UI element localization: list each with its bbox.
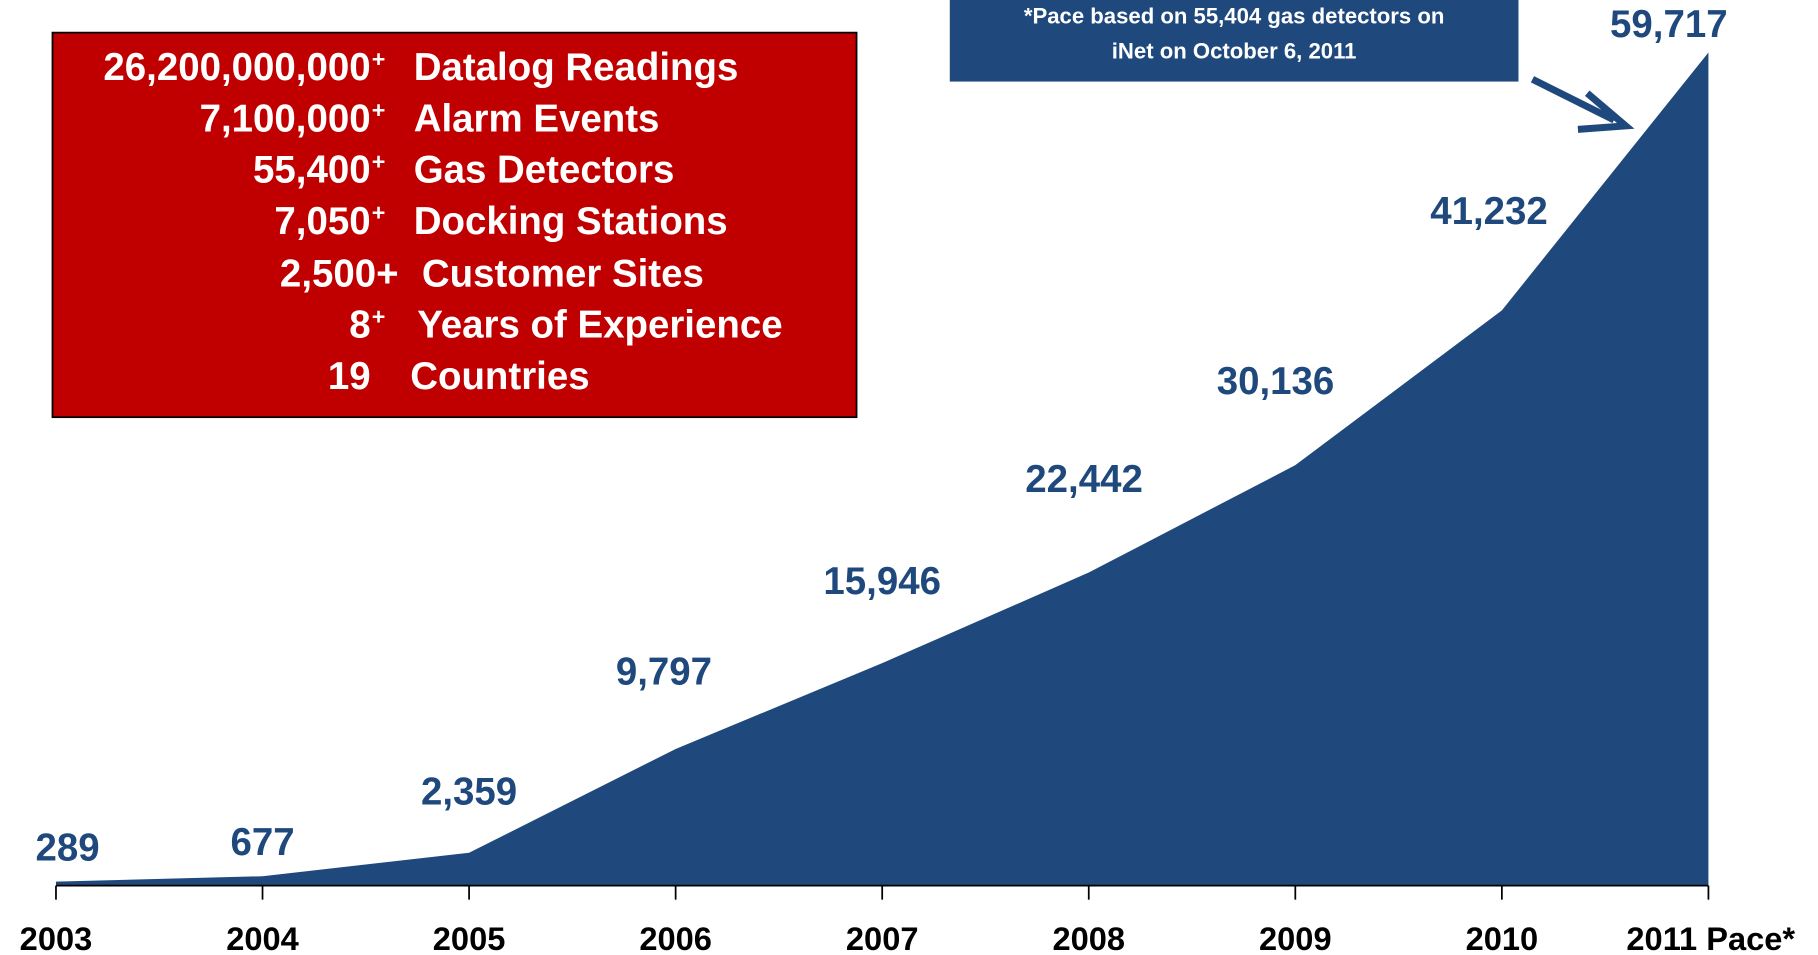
x-tick-label: 2007: [846, 920, 919, 955]
x-tick-label: 2009: [1259, 920, 1332, 955]
x-tick-label: 2008: [1052, 920, 1125, 955]
info-number: 2,500+: [280, 252, 399, 295]
value-label: 15,946: [823, 560, 941, 603]
info-sup: +: [372, 200, 386, 226]
info-number: 7,050: [274, 200, 370, 243]
info-number: 7,100,000: [200, 97, 371, 140]
info-number: 19: [328, 355, 371, 398]
arrow-head: [1577, 90, 1635, 133]
info-sup: +: [372, 303, 386, 329]
info-label: Docking Stations: [414, 200, 728, 243]
x-tick-label: 2010: [1466, 920, 1539, 955]
x-tick-label: 2003: [20, 920, 93, 955]
x-tick-label: 2005: [433, 920, 506, 955]
info-sup: +: [372, 97, 386, 123]
annotation-box: [949, 0, 1519, 82]
info-label: Datalog Readings: [414, 46, 739, 89]
value-label: 9,797: [616, 651, 712, 694]
info-label: Countries: [410, 355, 589, 398]
info-sup: +: [372, 46, 386, 72]
area: [55, 52, 1709, 886]
info-label: Gas Detectors: [414, 149, 675, 192]
info-label: Alarm Events: [414, 97, 660, 140]
value-label: 677: [230, 821, 294, 864]
annotation-line: iNet on October 6, 2011: [1112, 38, 1357, 63]
info-sup: +: [372, 148, 386, 174]
value-label: 41,232: [1430, 190, 1548, 233]
info-number: 55,400: [253, 149, 371, 192]
info-label: Customer Sites: [422, 252, 704, 295]
value-label: 2,359: [421, 771, 517, 814]
arrow-shaft: [1530, 76, 1616, 124]
value-label: 59,717: [1610, 3, 1728, 46]
value-label: 30,136: [1217, 360, 1335, 403]
info-box: [51, 31, 858, 419]
x-tick-label: 2011 Pace*: [1626, 920, 1795, 955]
info-number: 8: [349, 304, 370, 347]
info-label: Years of Experience: [417, 304, 782, 347]
value-label: 289: [36, 826, 100, 869]
value-label: 22,442: [1025, 458, 1143, 501]
x-tick-label: 2004: [226, 920, 299, 955]
x-tick-label: 2006: [639, 920, 712, 955]
info-number: 26,200,000,000: [103, 46, 370, 89]
annotation-line: *Pace based on 55,404 gas detectors on: [1024, 3, 1445, 28]
